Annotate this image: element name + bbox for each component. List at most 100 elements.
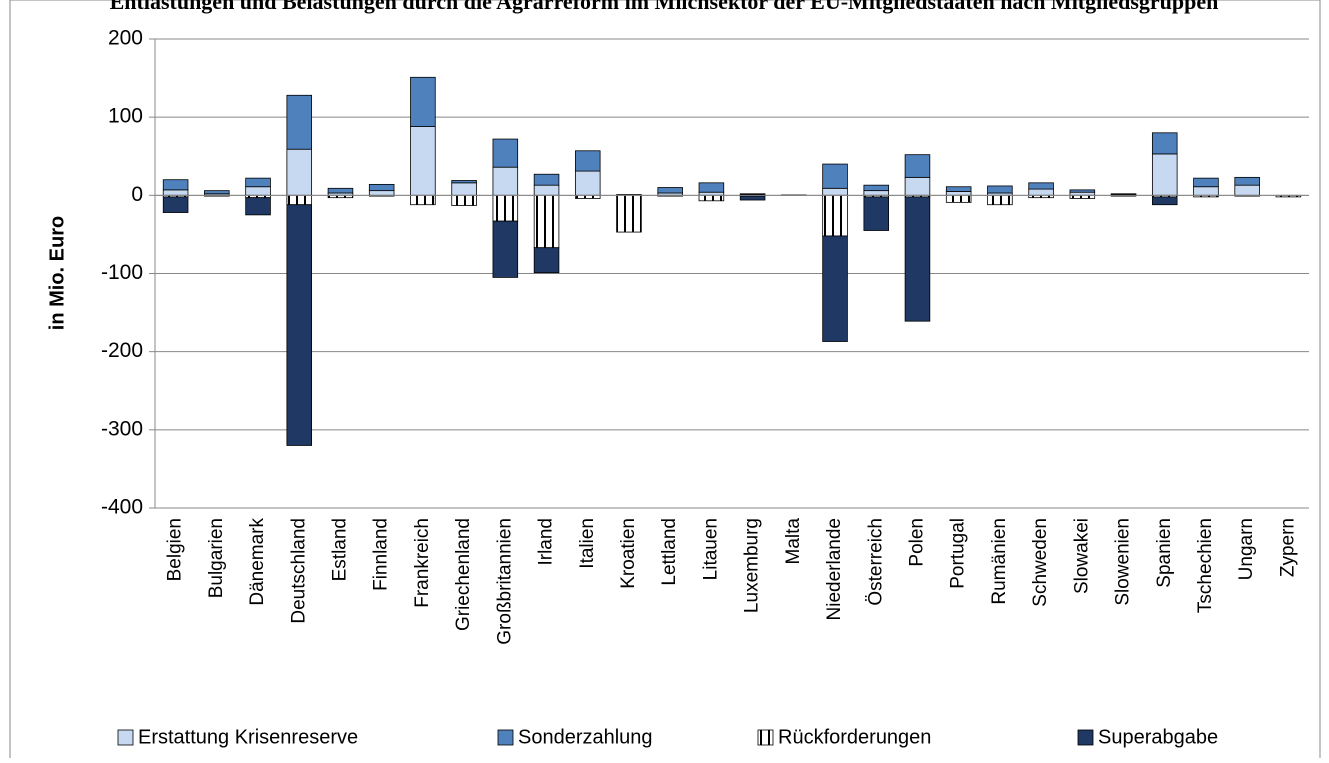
x-tick-label: Italien	[577, 518, 598, 569]
x-tick-label: Litauen	[700, 518, 721, 580]
bar	[699, 183, 724, 192]
bar	[246, 178, 271, 187]
x-tick-label: Slowenien	[1113, 518, 1134, 606]
legend-swatch	[498, 730, 513, 745]
bar	[823, 236, 848, 342]
y-tick-label: 0	[131, 183, 143, 206]
y-tick-label: -400	[101, 496, 143, 519]
bar	[823, 195, 848, 236]
x-tick-label: Niederlande	[824, 518, 845, 620]
bar	[534, 248, 559, 273]
bar	[946, 195, 971, 202]
bar	[369, 191, 394, 196]
x-tick-label: Malta	[783, 518, 804, 565]
x-tick-label: Luxemburg	[742, 518, 763, 613]
bar	[369, 184, 394, 190]
bar	[617, 195, 642, 232]
bar	[823, 188, 848, 195]
bar	[575, 171, 600, 195]
bar	[287, 205, 312, 446]
legend-label: Sonderzahlung	[518, 726, 653, 748]
bar	[864, 197, 889, 231]
bar	[163, 190, 188, 195]
x-tick-label: Österreich	[865, 518, 886, 606]
bar	[946, 187, 971, 192]
legend-label: Erstattung Krisenreserve	[138, 726, 358, 748]
x-tick-label: Kroatien	[618, 518, 639, 589]
x-tick-label: Zypern	[1277, 518, 1298, 577]
bar	[1194, 187, 1219, 196]
bar	[575, 151, 600, 171]
legend-label: Superabgabe	[1098, 726, 1218, 748]
y-tick-label: -300	[101, 417, 143, 440]
bar	[699, 195, 724, 200]
x-tick-label: Tschechien	[1195, 518, 1216, 613]
bar	[905, 155, 930, 178]
bar	[1152, 197, 1177, 205]
x-tick-label: Griechenland	[453, 518, 474, 631]
bar	[534, 174, 559, 185]
x-tick-label: Schweden	[1030, 518, 1051, 607]
bar	[988, 186, 1013, 193]
bar	[163, 180, 188, 190]
x-tick-label: Großbritannien	[494, 518, 515, 645]
bar	[493, 195, 518, 221]
bar	[1111, 194, 1136, 195]
y-axis-label: in Mio. Euro	[46, 216, 68, 330]
bar	[1029, 189, 1054, 195]
x-tick-label: Slowakei	[1071, 518, 1092, 594]
bar	[411, 195, 436, 204]
bar	[1152, 154, 1177, 195]
bar	[287, 95, 312, 149]
bar	[1235, 177, 1260, 185]
bar	[246, 187, 271, 196]
bar	[740, 194, 765, 195]
x-tick-label: Belgien	[165, 518, 186, 581]
x-tick-label: Finnland	[371, 518, 392, 591]
bar	[493, 167, 518, 195]
legend-swatch	[118, 730, 133, 745]
bar	[905, 177, 930, 195]
bar	[864, 185, 889, 190]
bar	[452, 195, 477, 205]
bar	[534, 185, 559, 195]
bar	[1194, 178, 1219, 187]
x-tick-label: Estland	[329, 518, 350, 581]
bar	[328, 188, 353, 193]
x-tick-label: Lettland	[659, 518, 680, 586]
x-tick-label: Rumänien	[989, 518, 1010, 605]
bar	[411, 127, 436, 196]
bar	[1070, 190, 1095, 192]
legend-swatch	[1078, 730, 1093, 745]
bar	[287, 149, 312, 195]
bar	[452, 183, 477, 196]
bar	[946, 191, 971, 195]
bar	[864, 191, 889, 196]
bar	[287, 195, 312, 204]
x-tick-label: Irland	[536, 518, 557, 566]
x-tick-label: Polen	[906, 518, 927, 567]
bar	[493, 139, 518, 167]
x-tick-label: Deutschland	[288, 518, 309, 624]
bar	[740, 196, 765, 200]
bar	[988, 195, 1013, 204]
y-tick-label: -100	[101, 261, 143, 284]
bar	[452, 180, 477, 182]
bar	[1029, 183, 1054, 189]
chart-title: Entlastungen und Belastungen durch die A…	[110, 0, 1219, 14]
bar	[493, 221, 518, 277]
bar	[246, 198, 271, 215]
bar	[658, 188, 683, 193]
frame	[10, 0, 1320, 758]
y-tick-label: 200	[108, 27, 143, 50]
bar	[823, 164, 848, 188]
x-tick-label: Dänemark	[247, 518, 268, 606]
x-tick-label: Bulgarien	[206, 518, 227, 598]
bar	[163, 197, 188, 213]
bar	[534, 195, 559, 247]
bar	[204, 191, 229, 194]
x-tick-label: Portugal	[948, 518, 969, 589]
bar	[411, 77, 436, 126]
